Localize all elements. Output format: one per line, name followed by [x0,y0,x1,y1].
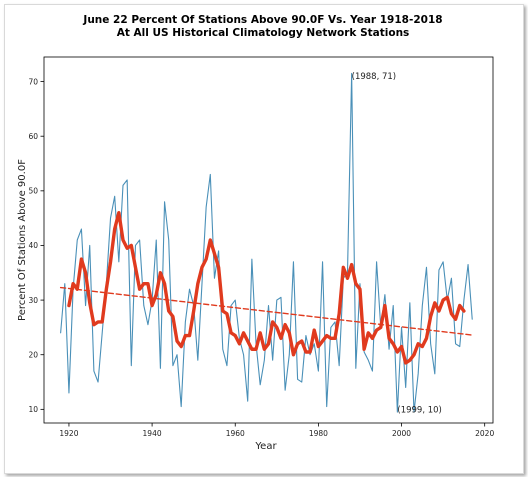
plot-area [43,56,494,424]
axis-ticks: 1920 1940 1960 1980 2000 2020 10 20 30 40 50 60 70 [28,77,494,438]
chart-title: June 22 Percent Of Stations Above 90.0F … [82,14,442,26]
x-tick-label: 1980 [309,429,328,438]
y-tick-label: 60 [28,132,38,141]
series-layer [59,72,473,413]
chart-frame [4,4,524,474]
trend-line [59,286,473,336]
y-tick-label: 10 [28,405,38,414]
y-tick-label: 70 [28,77,38,86]
y-axis-label: Percent Of Stations Above 90.0F [17,159,28,321]
y-tick-label: 40 [28,241,38,250]
y-tick-label: 30 [28,296,38,305]
y-tick-label: 50 [28,187,38,196]
x-tick-label: 2020 [475,429,494,438]
series-line-smoothed [67,210,466,365]
x-tick-label: 1940 [143,429,162,438]
annotation-layer: (1988, 71) (1999, 10) [352,72,442,415]
x-axis-label: Year [254,441,277,452]
x-tick-label: 1920 [59,429,78,438]
annotation-label: (1999, 10) [397,405,441,415]
y-tick-label: 20 [28,350,38,359]
annotation-label: (1988, 71) [352,72,396,82]
x-tick-label: 1960 [226,429,245,438]
chart-subtitle: At All US Historical Climatology Network… [117,27,410,39]
x-tick-label: 2000 [392,429,411,438]
